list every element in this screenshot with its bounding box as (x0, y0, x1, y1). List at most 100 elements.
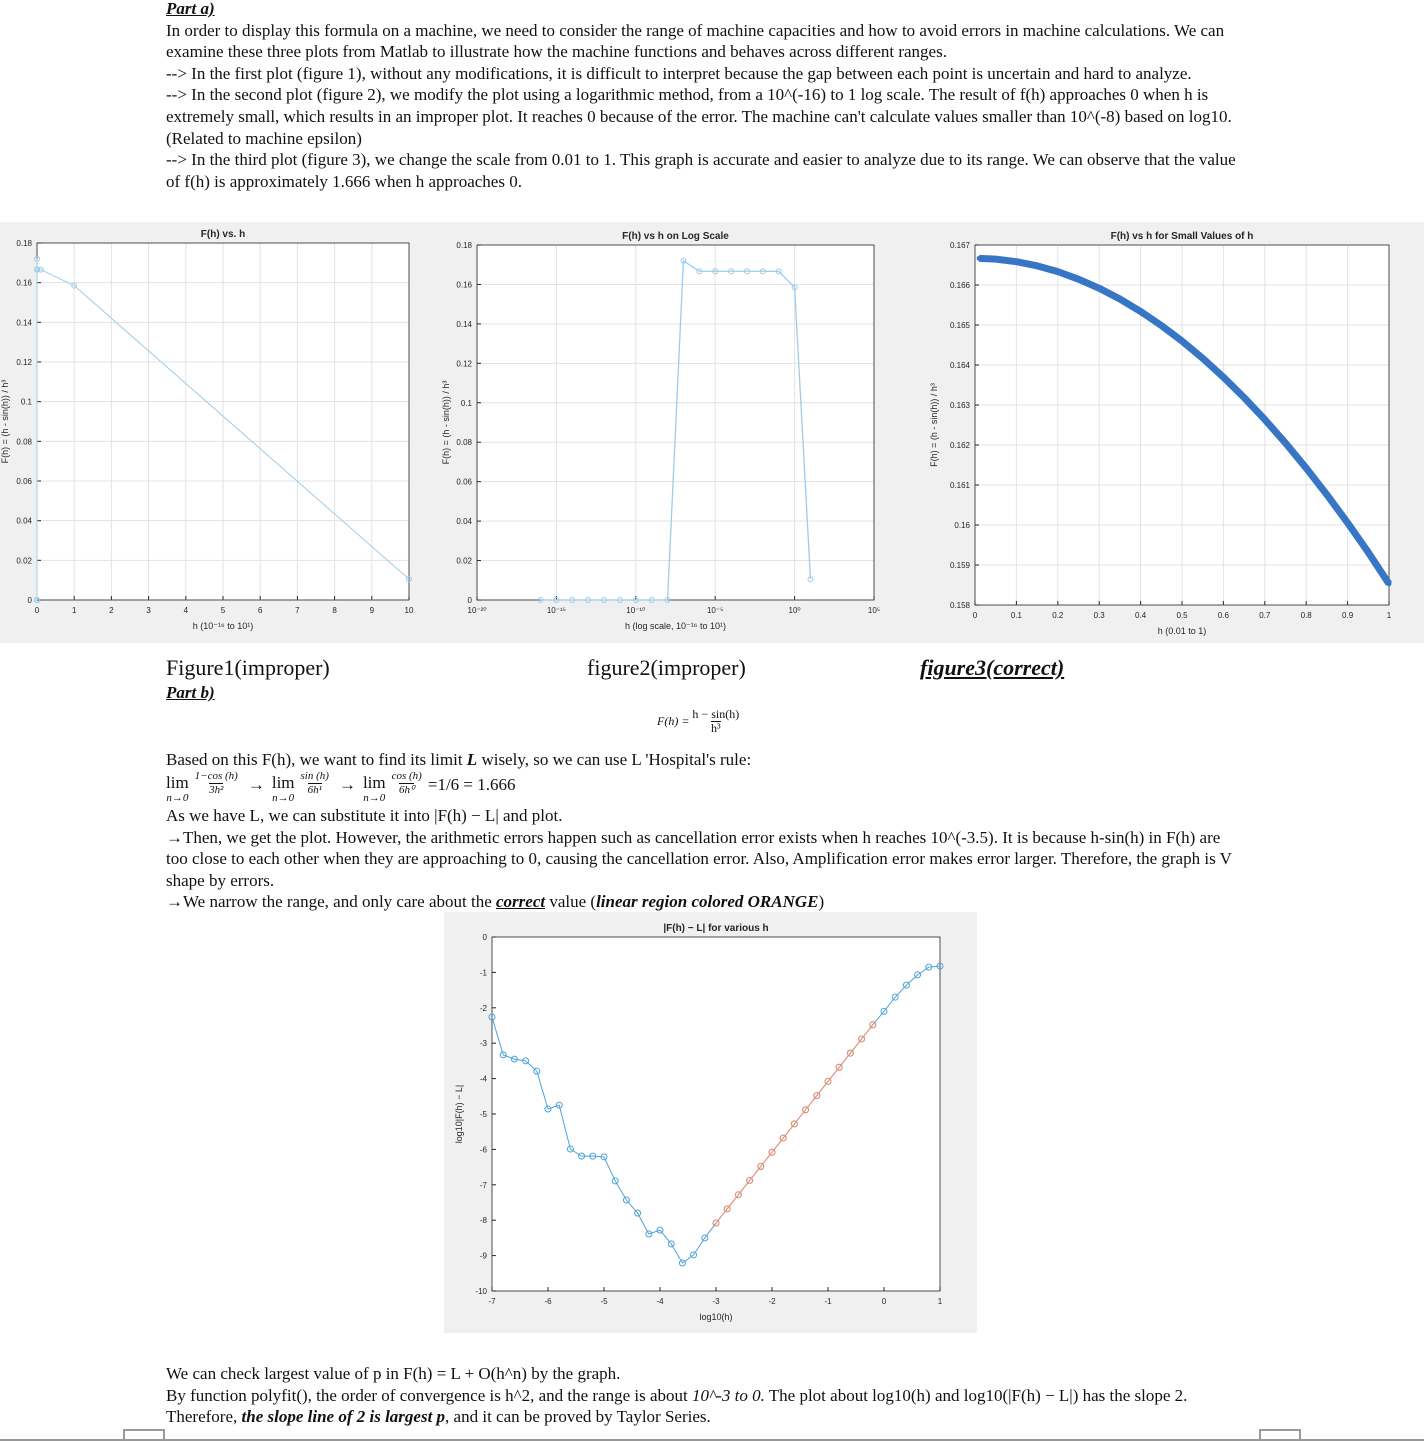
x-tick-label: 0 (882, 1297, 887, 1306)
data-point (553, 597, 560, 603)
chart-title: |F(h) − L| for various h (663, 923, 768, 934)
data-point (578, 1152, 586, 1160)
data-point (1200, 355, 1206, 361)
y-tick-label: 0.12 (16, 358, 32, 367)
text: By function polyfit(), the order of conv… (166, 1385, 693, 1405)
data-point (645, 1230, 653, 1238)
paragraph: Based on this F(h), we want to find its … (166, 749, 1246, 771)
fraction: h − sin(h) h³ (692, 708, 739, 735)
data-point (734, 1191, 742, 1199)
paragraph: As we have L, we can substitute it into … (166, 806, 563, 825)
x-tick-label: 10⁻²⁰ (468, 606, 487, 615)
denominator: h³ (711, 721, 721, 735)
data-point (71, 282, 78, 289)
data-point (622, 1196, 630, 1204)
y-tick-label: -7 (480, 1181, 488, 1190)
paragraph: --> In the second plot (figure 2), we mo… (166, 85, 1232, 148)
data-point (976, 255, 982, 261)
result: =1/6 = 1.666 (427, 775, 516, 794)
fraction: sin (h) 6h¹ (301, 770, 329, 797)
x-tick-label: 1 (938, 1297, 943, 1306)
x-tick-label: 10⁵ (868, 606, 880, 615)
x-tick-label: 9 (370, 606, 375, 615)
lim-sub: n→0 (272, 792, 295, 804)
x-tick-label: 10 (405, 606, 414, 615)
data-point (1262, 417, 1268, 423)
limit: lim n→0 (362, 773, 386, 805)
data-point (664, 597, 671, 603)
data-point (869, 1021, 877, 1029)
y-tick-label: 0.08 (16, 437, 32, 446)
formula: F(h) = h − sin(h) h³ (657, 708, 742, 735)
y-tick-label: 0.16 (456, 280, 472, 289)
x-axis-label: h (10⁻¹⁶ to 10¹) (193, 621, 253, 631)
x-tick-label: 0.1 (1011, 611, 1023, 620)
x-tick-label: 0.6 (1218, 611, 1230, 620)
paragraph: →Then, we get the plot. However, the ari… (166, 827, 1232, 890)
paragraph: →We narrow the range, and only care abou… (166, 891, 1246, 913)
x-tick-label: -3 (712, 1297, 720, 1306)
page-corners (123, 1429, 1301, 1440)
heading: Part a) (166, 0, 215, 18)
y-tick-label: -1 (480, 968, 488, 977)
data-point (723, 1205, 731, 1213)
data-point (1324, 492, 1330, 498)
y-tick-label: 0.163 (950, 401, 971, 410)
text: wisely, so we can use L 'Hospital's rule… (477, 750, 752, 769)
data-point (1220, 374, 1226, 380)
data-point (1345, 520, 1351, 526)
data-point (37, 266, 44, 273)
data-point (791, 284, 798, 291)
y-tick-label: 0.164 (950, 361, 971, 370)
x-tick-label: 10⁻¹⁵ (547, 606, 566, 615)
data-point (667, 1240, 675, 1248)
y-tick-label: 0 (28, 596, 33, 605)
x-tick-label: 6 (258, 606, 263, 615)
data-point (611, 1177, 619, 1185)
data-point (824, 1077, 832, 1085)
data-point (406, 576, 412, 583)
formula-lhs: F(h) = (657, 714, 690, 728)
x-tick-label: 0.7 (1259, 611, 1271, 620)
y-tick-label: 0.159 (950, 561, 971, 570)
x-axis-label: h (log scale, 10⁻¹⁶ to 10¹) (625, 621, 726, 631)
y-tick-label: -5 (480, 1110, 488, 1119)
data-point (746, 1177, 754, 1185)
numerator: sin (h) (300, 770, 329, 782)
series-line (715, 1024, 874, 1224)
y-tick-label: 0.02 (16, 556, 32, 565)
data-point (585, 597, 592, 603)
data-point (925, 963, 933, 971)
part-b-intro: Based on this F(h), we want to find its … (166, 749, 1246, 771)
data-point (648, 597, 655, 603)
data-point (600, 1153, 608, 1161)
x-tick-label: 7 (295, 606, 300, 615)
x-tick-label: 0.4 (1135, 611, 1147, 620)
x-axis-label: h (0.01 to 1) (1158, 626, 1207, 636)
data-point (993, 256, 999, 262)
conclusion: We can check largest value of p in F(h) … (166, 1363, 1246, 1428)
data-point (802, 1106, 810, 1114)
data-point (522, 1057, 530, 1065)
data-point (510, 1055, 518, 1063)
paragraph: --> In the first plot (figure 1), withou… (166, 63, 1192, 83)
x-tick-label: 10⁻¹⁰ (626, 606, 645, 615)
data-point (569, 597, 576, 603)
limit: lim n→0 (166, 773, 189, 805)
y-tick-label: 0.04 (456, 517, 472, 526)
data-point (555, 1101, 563, 1109)
data-point (1179, 338, 1185, 344)
data-point (1055, 269, 1061, 275)
data-point (1076, 276, 1081, 282)
data-point (835, 1063, 843, 1071)
data-point (589, 1152, 597, 1160)
denominator: 3h² (209, 783, 224, 796)
lim: lim (362, 773, 386, 792)
lim: lim (166, 773, 189, 792)
part-b-body: As we have L, we can substitute it into … (166, 805, 1246, 913)
text: Based on this F(h), we want to find its … (166, 750, 467, 769)
data-point (488, 1013, 496, 1021)
data-point (1117, 296, 1123, 302)
y-tick-label: 0 (483, 933, 488, 942)
data-point (690, 1251, 698, 1259)
